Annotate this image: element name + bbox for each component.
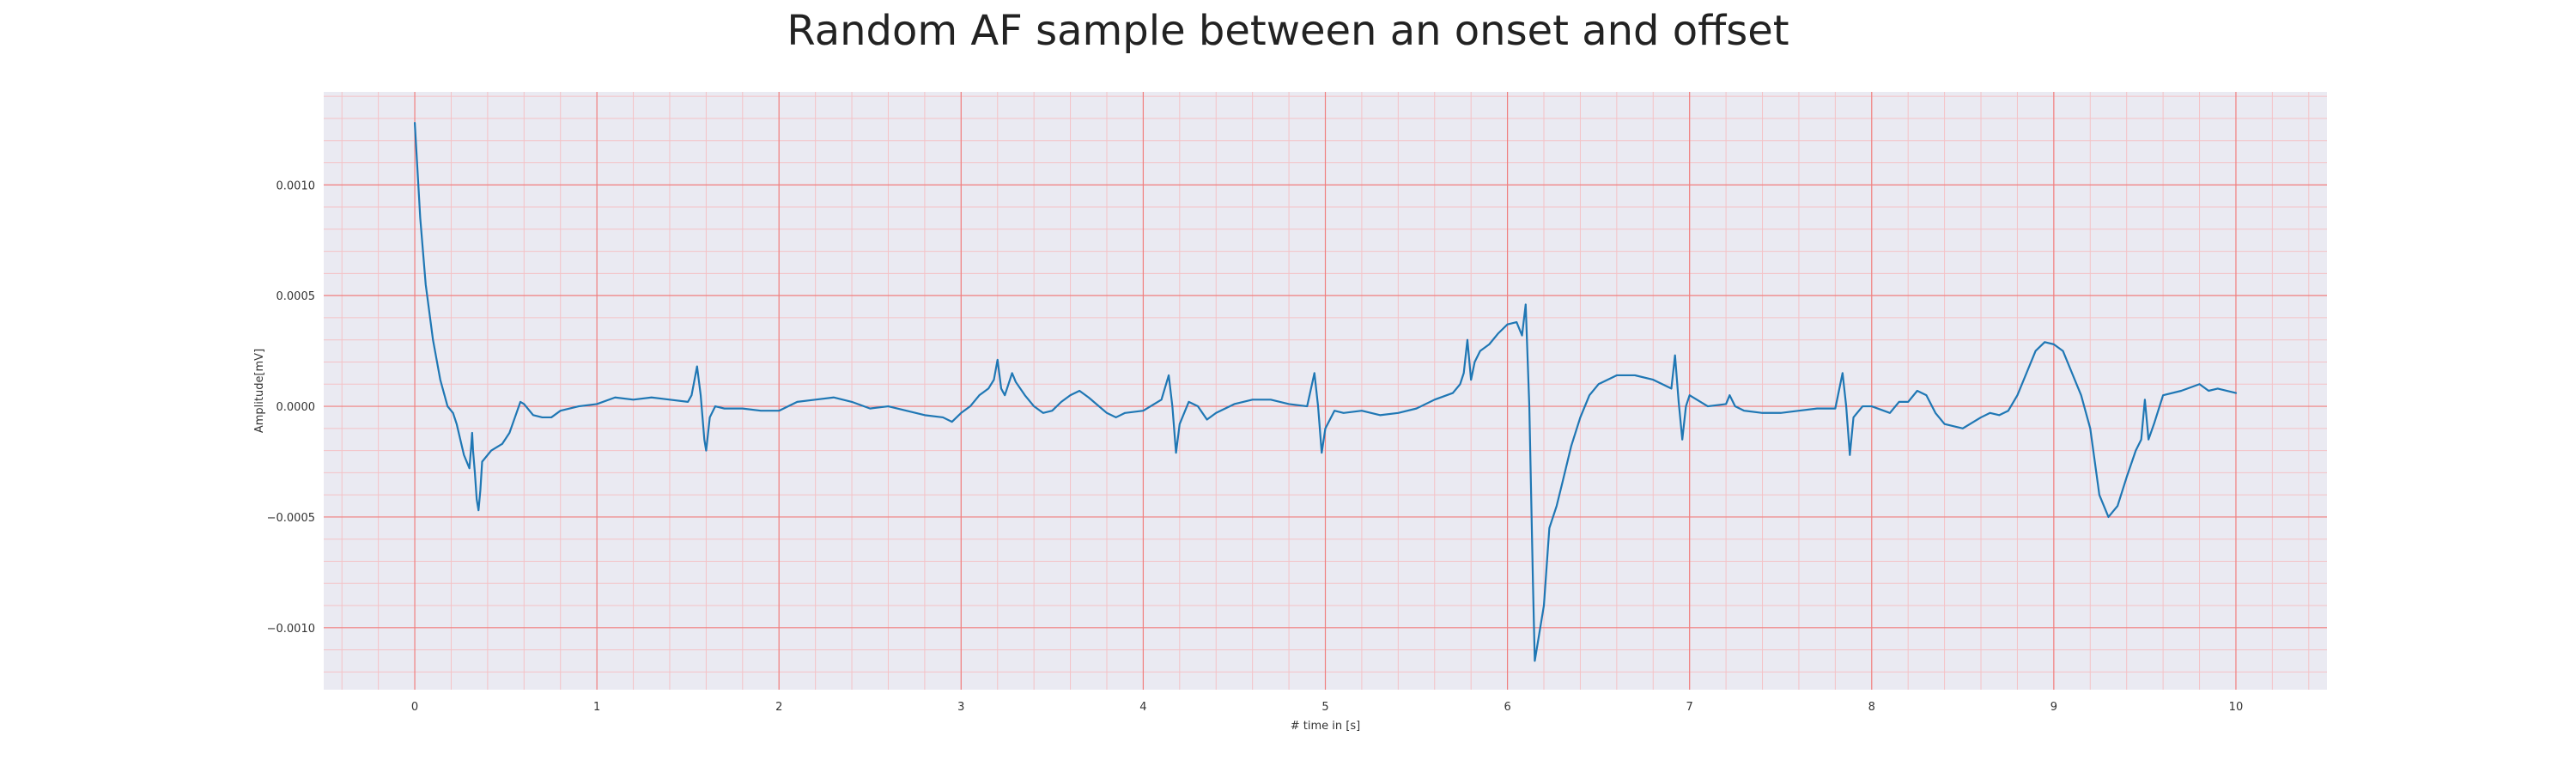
y-tick-label: 0.0000 — [276, 401, 316, 414]
x-tick-label: 5 — [1321, 701, 1328, 714]
x-tick-label: 7 — [1686, 701, 1693, 714]
x-tick-labels: 0 1 2 3 4 5 6 7 8 9 10 — [411, 701, 2243, 714]
x-tick-label: 0 — [411, 701, 418, 714]
y-tick-label: −0.0010 — [267, 623, 315, 636]
y-tick-label: −0.0005 — [267, 512, 315, 525]
x-axis-label: # time in [s] — [1291, 720, 1360, 733]
y-tick-label: 0.0005 — [276, 290, 316, 303]
x-tick-label: 6 — [1504, 701, 1510, 714]
x-tick-label: 9 — [2050, 701, 2057, 714]
y-tick-labels: −0.0010 −0.0005 0.0000 0.0005 0.0010 — [267, 180, 315, 636]
x-tick-label: 3 — [957, 701, 964, 714]
chart-title: Random AF sample between an onset and of… — [787, 7, 1789, 55]
y-tick-label: 0.0010 — [276, 180, 316, 192]
series-line — [413, 121, 2238, 662]
x-tick-label: 8 — [1868, 701, 1875, 714]
x-tick-label: 4 — [1139, 701, 1146, 714]
major-grid — [324, 92, 2327, 690]
x-tick-label: 1 — [593, 701, 600, 714]
x-tick-label: 10 — [2229, 701, 2244, 714]
y-axis-label: Amplitude[mV] — [253, 349, 266, 433]
x-tick-label: 2 — [775, 701, 782, 714]
